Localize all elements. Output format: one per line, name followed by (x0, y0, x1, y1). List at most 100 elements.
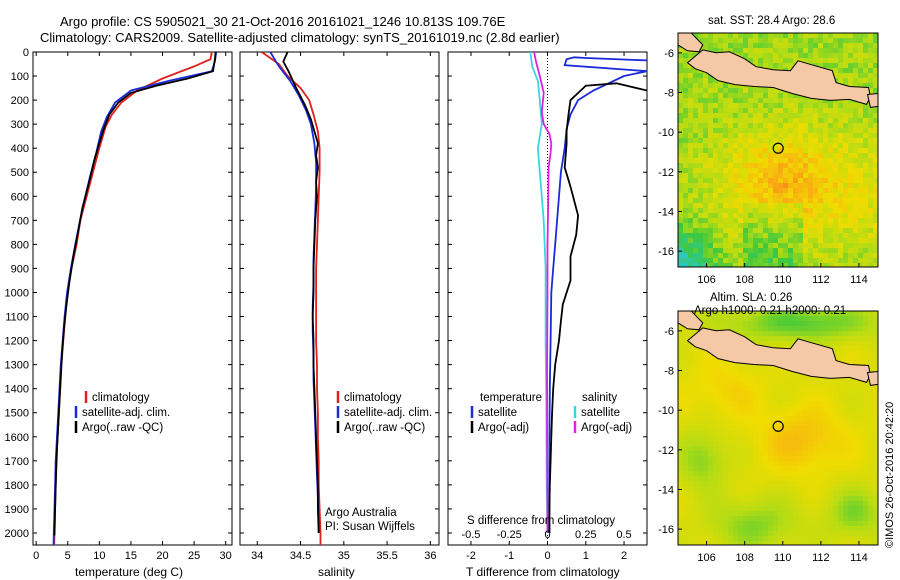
heatmap-cell (788, 471, 794, 477)
heatmap-cell (698, 48, 704, 54)
heatmap-cell (793, 58, 799, 64)
heatmap-cell (838, 238, 844, 244)
heatmap-cell (678, 476, 684, 482)
heatmap-cell (733, 263, 739, 267)
heatmap-cell (728, 88, 734, 94)
heatmap-cell (838, 73, 844, 79)
heatmap-cell (778, 406, 784, 412)
heatmap-cell (683, 238, 689, 244)
heatmap-cell (813, 48, 819, 54)
heatmap-cell (678, 128, 684, 134)
heatmap-cell (793, 53, 799, 59)
heatmap-cell (848, 253, 854, 259)
heatmap-cell (863, 263, 869, 267)
heatmap-cell (833, 53, 839, 59)
heatmap-cell (823, 506, 829, 512)
heatmap-cell (693, 218, 699, 224)
heatmap-cell (808, 391, 814, 397)
heatmap-cell (803, 143, 809, 149)
heatmap-cell (698, 128, 704, 134)
heatmap-cell (828, 118, 834, 124)
heatmap-cell (818, 153, 824, 159)
heatmap-cell (823, 208, 829, 214)
heatmap-cell (853, 253, 859, 259)
heatmap-cell (778, 188, 784, 194)
heatmap-cell (693, 238, 699, 244)
heatmap-cell (693, 481, 699, 487)
heatmap-cell (718, 431, 724, 437)
heatmap-cell (873, 78, 878, 84)
heatmap-cell (863, 63, 869, 69)
heatmap-cell (698, 118, 704, 124)
heatmap-cell (863, 466, 869, 472)
heatmap-cell (868, 421, 874, 427)
heatmap-cell (708, 476, 714, 482)
heatmap-cell (863, 68, 869, 74)
heatmap-cell (768, 213, 774, 219)
land-polygon (678, 33, 704, 53)
heatmap-cell (748, 486, 754, 492)
heatmap-cell (713, 426, 719, 432)
heatmap-cell (843, 521, 849, 527)
heatmap-cell (718, 366, 724, 372)
heatmap-cell (838, 436, 844, 442)
heatmap-cell (698, 391, 704, 397)
heatmap-cell (763, 446, 769, 452)
heatmap-cell (683, 48, 689, 54)
heatmap-cell (773, 93, 779, 99)
heatmap-cell (868, 366, 874, 372)
heatmap-cell (788, 203, 794, 209)
heatmap-cell (733, 381, 739, 387)
heatmap-cell (798, 511, 804, 517)
heatmap-cell (778, 118, 784, 124)
heatmap-cell (863, 33, 869, 39)
heatmap-cell (678, 83, 684, 89)
heatmap-cell (723, 243, 729, 249)
heatmap-cell (703, 321, 709, 327)
heatmap-cell (733, 138, 739, 144)
heatmap-cell (763, 158, 769, 164)
heatmap-cell (718, 486, 724, 492)
heatmap-cell (703, 228, 709, 234)
heatmap-cell (833, 213, 839, 219)
heatmap-cell (838, 108, 844, 114)
heatmap-cell (723, 128, 729, 134)
heatmap-cell (788, 133, 794, 139)
heatmap-cell (718, 83, 724, 89)
heatmap-cell (793, 416, 799, 422)
heatmap-cell (748, 38, 754, 44)
heatmap-cell (708, 128, 714, 134)
heatmap-cell (793, 128, 799, 134)
pi-label: PI: Susan Wijffels (325, 521, 415, 533)
heatmap-cell (738, 381, 744, 387)
argo-australia-label: Argo Australia (325, 507, 397, 519)
heatmap-cell (868, 476, 874, 482)
heatmap-cell (868, 531, 874, 537)
heatmap-cell (818, 138, 824, 144)
heatmap-cell (758, 446, 764, 452)
heatmap-cell (838, 98, 844, 104)
heatmap-cell (688, 173, 694, 179)
heatmap-cell (688, 481, 694, 487)
heatmap-cell (828, 53, 834, 59)
heatmap-cell (808, 491, 814, 497)
heatmap-cell (788, 506, 794, 512)
heatmap-cell (783, 43, 789, 49)
heatmap-cell (758, 233, 764, 239)
heatmap-cell (698, 381, 704, 387)
heatmap-cell (718, 113, 724, 119)
heatmap-cell (763, 526, 769, 532)
heatmap-cell (718, 48, 724, 54)
heatmap-cell (773, 396, 779, 402)
heatmap-cell (773, 63, 779, 69)
heatmap-cell (828, 481, 834, 487)
heatmap-cell (703, 248, 709, 254)
heatmap-cell (833, 326, 839, 332)
heatmap-cell (713, 436, 719, 442)
heatmap-cell (718, 451, 724, 457)
heatmap-cell (828, 326, 834, 332)
heatmap-cell (748, 248, 754, 254)
heatmap-cell (678, 341, 684, 347)
heatmap-cell (853, 346, 859, 352)
heatmap-cell (818, 421, 824, 427)
